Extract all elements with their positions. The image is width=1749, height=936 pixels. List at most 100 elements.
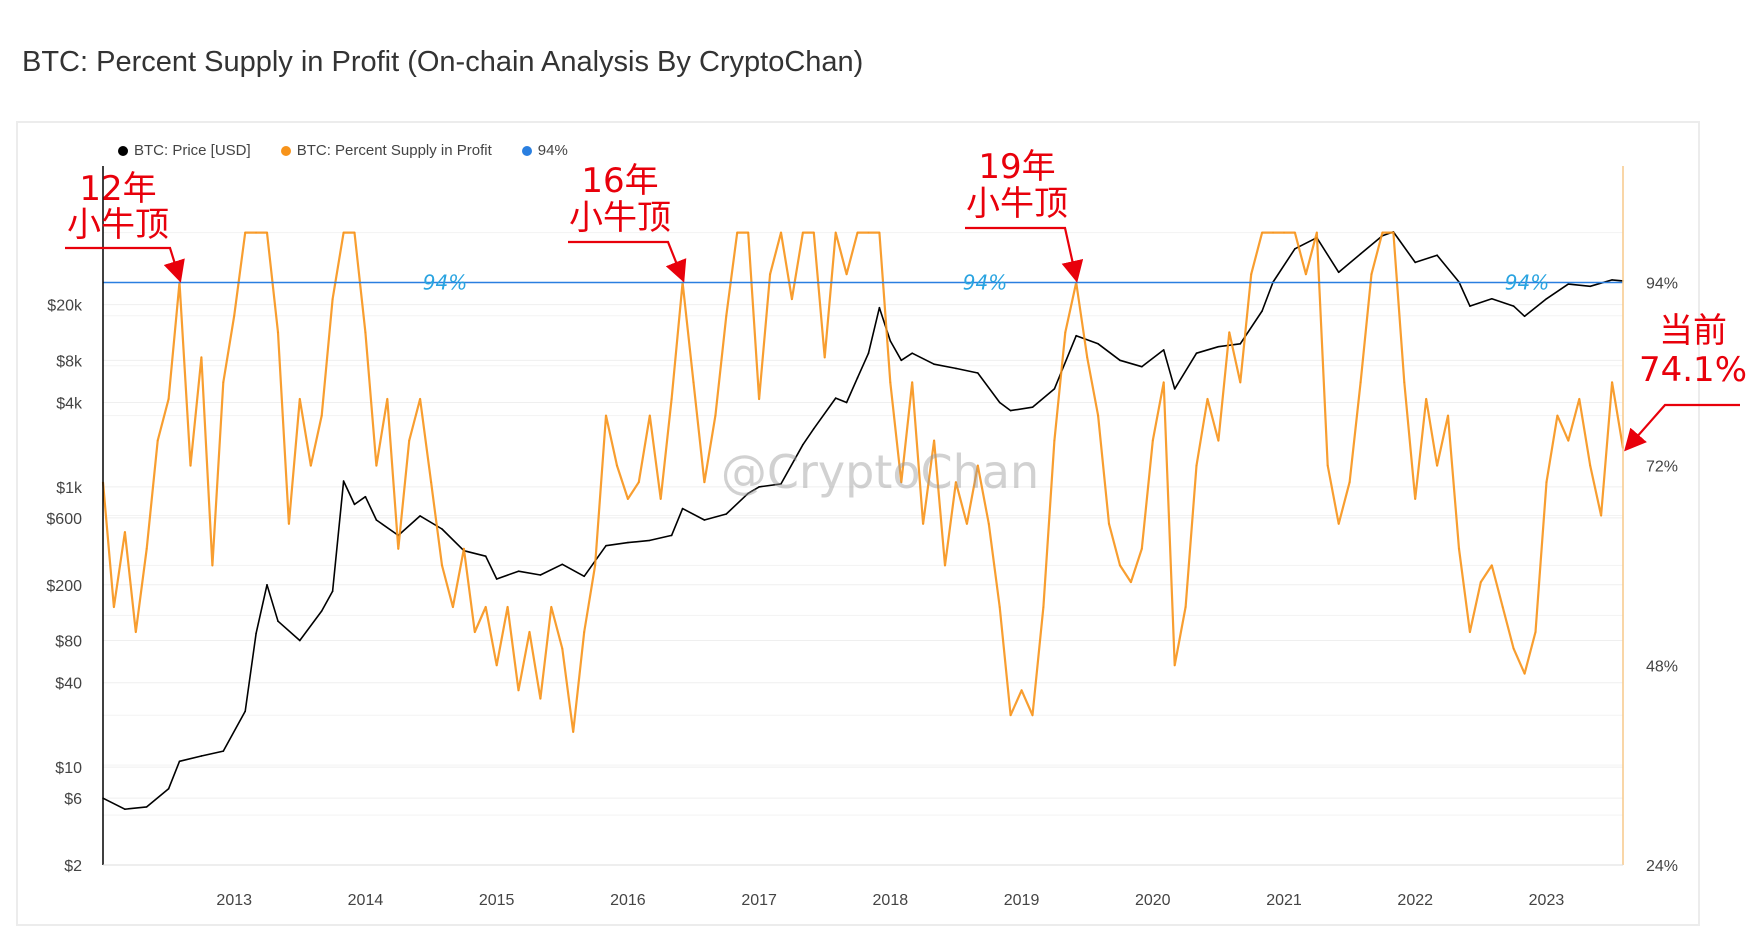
x-tick-label: 2021 [1266, 892, 1302, 909]
price-point [1097, 342, 1099, 345]
profit-point [638, 481, 640, 484]
chart-title: BTC: Percent Supply in Profit (On-chain … [22, 46, 864, 78]
price-point [244, 710, 246, 713]
profit-point [944, 564, 946, 567]
profit-point [1600, 514, 1602, 517]
annotation-label: 19年 [978, 147, 1055, 187]
profit-point [1490, 564, 1493, 567]
price-point [1490, 297, 1493, 300]
x-tick-label: 2019 [1004, 892, 1040, 909]
price-point [802, 443, 804, 446]
profit-point [1009, 714, 1012, 717]
profit-point [714, 414, 717, 417]
price-point [1217, 345, 1220, 348]
profit-point [1239, 381, 1242, 384]
price-point [627, 541, 629, 544]
x-tick-label: 2018 [873, 892, 909, 909]
profit-point [135, 631, 137, 633]
annotation-arrow [65, 246, 185, 283]
profit-point [1217, 439, 1220, 442]
profit-point [1020, 689, 1023, 692]
profit-point [1501, 606, 1504, 608]
legend-item-price[interactable]: BTC: Price [USD] [118, 142, 251, 159]
profit-point [364, 331, 367, 334]
profit-point [397, 547, 400, 550]
profit-point [627, 498, 629, 500]
price-point [539, 574, 542, 576]
reference-line-label: 94% [1505, 271, 1549, 295]
profit-point [167, 398, 170, 400]
profit-point [1523, 672, 1526, 675]
profit-point [1261, 231, 1263, 234]
legend-label: BTC: Percent Supply in Profit [296, 142, 492, 159]
profit-point [430, 481, 432, 484]
legend-item-94[interactable]: 94% [521, 142, 568, 159]
price-point [419, 515, 421, 517]
price-point [1239, 342, 1242, 345]
profit-point [266, 231, 268, 234]
profit-point [1250, 273, 1253, 275]
profit-point [867, 231, 870, 234]
profit-point [1436, 464, 1438, 467]
reference-line-label: 94% [963, 271, 1007, 295]
price-point [878, 306, 881, 309]
profit-point [1414, 498, 1417, 500]
profit-point [758, 398, 760, 400]
profit-point [1381, 231, 1384, 234]
profit-point [823, 356, 826, 359]
price-point [1567, 283, 1570, 285]
price-point [1009, 409, 1012, 412]
price-point [812, 427, 815, 430]
profit-point [736, 231, 739, 234]
profit-point [124, 531, 126, 533]
annotation-arrow [1624, 403, 1740, 452]
price-series-line [102, 231, 1624, 810]
price-point [441, 528, 443, 530]
profit-point [1184, 606, 1187, 608]
profit-point [889, 381, 892, 384]
profit-point [244, 231, 246, 234]
price-point [145, 806, 148, 808]
left-tick-label: $200 [46, 578, 82, 595]
left-tick-label: $600 [46, 511, 82, 528]
profit-point [233, 314, 236, 317]
profit-point [1392, 231, 1395, 234]
profit-point [594, 564, 596, 567]
profit-point [1534, 631, 1537, 633]
profit-point [812, 231, 815, 234]
price-point [758, 486, 760, 488]
price-point [277, 620, 279, 622]
profit-point [506, 606, 509, 608]
price-point [1512, 305, 1515, 307]
price-point [605, 544, 607, 547]
profit-point [1480, 581, 1482, 583]
legend-item-profit[interactable]: BTC: Percent Supply in Profit [280, 142, 492, 159]
profit-point [659, 498, 662, 500]
profit-point [408, 439, 410, 442]
profit-point [375, 464, 378, 467]
profit-point [1567, 439, 1570, 442]
profit-point [572, 731, 575, 733]
reference-line-label: 94% [423, 271, 467, 295]
annotation-label: 当前 [1659, 311, 1727, 351]
profit-point [791, 298, 793, 300]
annotation-arrow [568, 240, 687, 283]
annotation-arrow [965, 226, 1084, 283]
profit-point [1326, 464, 1329, 467]
profit-point [1294, 231, 1296, 234]
legend-dot-price-icon [118, 145, 128, 156]
price-point [911, 352, 914, 354]
profit-point [616, 464, 618, 467]
left-tick-label: $10 [55, 760, 82, 777]
annotation-label: 74.1% [1639, 350, 1747, 390]
price-point [725, 513, 728, 515]
left-tick-label: $2 [64, 858, 82, 875]
price-point [1195, 352, 1198, 354]
profit-point [1403, 381, 1406, 384]
profit-point [441, 564, 443, 567]
profit-point [725, 314, 728, 317]
profit-point [780, 231, 782, 234]
profit-point [1556, 414, 1559, 417]
price-point [342, 480, 345, 482]
profit-point [878, 231, 881, 234]
